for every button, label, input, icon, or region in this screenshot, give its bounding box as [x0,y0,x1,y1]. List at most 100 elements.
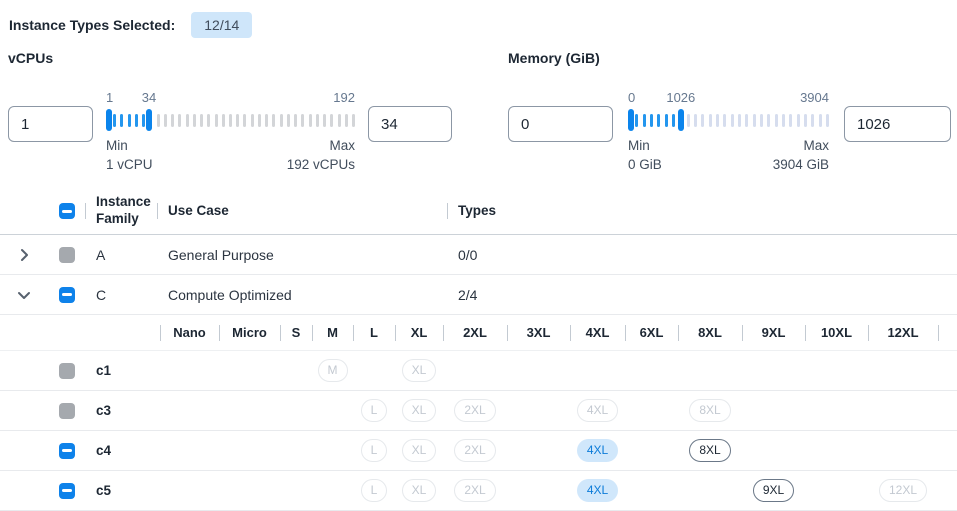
slider-tick [142,113,146,127]
slider-tick [752,113,756,127]
slider-tick [308,113,312,127]
slider-tick [657,113,661,127]
slider-tick [635,113,639,127]
instance-row-c5: c5 L XL 2XL 4XL 9XL 12XL [0,471,957,511]
c3-checkbox [58,402,75,419]
size-badge-2xl: 2XL [454,399,496,422]
max-caption: 3904 GiB [772,156,829,172]
size-column-micro: Micro [232,325,267,340]
vcpus-slider: 1 34 192 Min 1 vCPU Max 192 vCPUs [106,90,355,175]
slider-tick [774,113,778,127]
slider-tick [693,113,697,127]
size-badge-4xl[interactable]: 4XL [576,439,619,462]
slider-tick [649,113,653,127]
table-header-row: Instance Family Use Case Types [0,188,957,235]
instance-row-c1: c1 M XL [0,351,957,391]
slider-tick [818,113,822,127]
size-column-xl: XL [410,325,428,340]
vcpus-slider-track[interactable] [106,108,355,132]
slider-tick [120,113,124,127]
slider-handle-from[interactable] [628,109,634,131]
size-column-8xl: 8XL [698,325,722,340]
slider-tick [156,113,160,127]
size-badge-m: M [317,359,348,382]
size-badge-8xl[interactable]: 8XL [689,439,731,462]
slider-tick [344,113,348,127]
c4-checkbox[interactable] [58,442,75,459]
slider-tick [250,113,254,127]
max-label: Max [803,138,829,153]
size-badge-4xl: 4XL [576,399,619,422]
family-name: C [96,286,107,303]
slider-tick [330,113,334,127]
slider-tick [671,113,675,127]
slider-handle-from[interactable] [106,109,112,131]
size-badge-xl: XL [401,439,437,462]
scale-label-max: 3904 [800,90,829,105]
family-a-checkbox [58,246,75,263]
scale-label-current: 1026 [666,90,696,105]
size-badge-l: L [360,479,388,502]
slider-tick [257,113,261,127]
size-badge-4xl[interactable]: 4XL [576,479,619,502]
size-badge-2xl: 2XL [454,479,496,502]
slider-tick [767,113,771,127]
vcpus-title: vCPUs [8,50,54,66]
slider-tick [127,113,131,127]
size-column-10xl: 10XL [820,325,853,340]
size-column-3xl: 3XL [526,325,551,340]
vcpus-min-input[interactable] [8,106,93,142]
slider-tick [803,113,807,127]
size-badge-9xl[interactable]: 9XL [752,479,795,502]
instance-row-c3: c3 L XL 2XL 4XL 8XL [0,391,957,431]
max-label: Max [329,138,355,153]
slider-tick [759,113,763,127]
use-case: General Purpose [168,246,274,263]
min-caption: 0 GiB [628,156,662,172]
slider-tick [113,113,117,127]
slider-tick [134,113,138,127]
size-header-row: Nano Micro S M L XL 2XL 3XL 4XL 6XL 8XL … [0,315,957,351]
slider-tick [301,113,305,127]
slider-handle-to[interactable] [146,109,153,131]
vcpus-filter: vCPUs 1 34 192 Min 1 vCPU Max 192 [8,50,452,175]
memory-min-input[interactable] [508,106,613,142]
memory-slider-track[interactable] [628,108,829,132]
filters-section: vCPUs 1 34 192 Min 1 vCPU Max 192 [0,40,957,188]
slider-tick [279,113,283,127]
memory-filter: Memory (GiB) 0 1026 3904 Min 0 GiB Max [508,50,951,175]
slider-tick [796,113,800,127]
expand-toggle-a[interactable] [0,235,48,274]
instance-name: c3 [96,403,112,418]
scale-label-min: 0 [628,90,636,105]
scale-label-min: 1 [106,90,114,105]
slider-tick [221,113,225,127]
column-header-use-case: Use Case [168,202,229,218]
memory-title: Memory (GiB) [508,50,600,66]
scale-label-max: 192 [333,90,355,105]
select-all-checkbox[interactable] [58,203,75,219]
types-count: 0/0 [458,246,478,263]
slider-tick [730,113,734,127]
min-label: Min [106,138,128,153]
instance-row-c4: c4 L XL 2XL 4XL 8XL [0,431,957,471]
memory-max-input[interactable] [844,106,951,142]
slider-tick [664,113,668,127]
slider-tick [171,113,175,127]
selected-count-badge: 12/14 [191,11,253,38]
slider-tick [163,113,167,127]
slider-handle-to[interactable] [677,109,684,131]
size-column-2xl: 2XL [463,325,487,340]
expand-toggle-c[interactable] [0,275,48,314]
slider-tick [286,113,290,127]
max-caption: 192 vCPUs [286,156,355,172]
size-badge-xl: XL [401,479,437,502]
c5-checkbox[interactable] [58,482,75,499]
chevron-right-icon [21,248,28,261]
instance-name: c4 [96,443,112,458]
vcpus-slider-scale: 1 34 192 [106,90,355,106]
vcpus-max-input[interactable] [368,106,452,142]
size-badge-8xl: 8XL [689,399,731,422]
family-c-checkbox[interactable] [58,286,75,303]
slider-tick [323,113,327,127]
